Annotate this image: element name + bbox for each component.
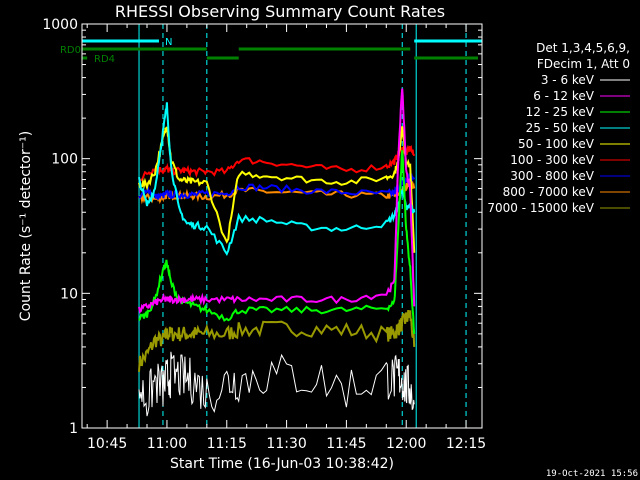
plot-area: N RD0 RD4 <box>60 24 482 428</box>
timestamp: 19-Oct-2021 15:56 <box>546 469 638 479</box>
flag-label-rd0: RD0 <box>60 45 81 56</box>
series-line-2 <box>138 88 416 314</box>
legend-label: 12 - 25 keV <box>526 105 595 119</box>
x-tick-label: 12:15 <box>446 436 486 452</box>
series-line-6 <box>138 144 416 183</box>
chart-title: RHESSI Observing Summary Count Rates <box>115 2 445 21</box>
legend-label: 100 - 300 keV <box>510 153 594 167</box>
legend-label: 25 - 50 keV <box>526 121 595 135</box>
x-axis: 10:45 11:00 11:15 11:30 11:45 12:00 12:15 <box>86 24 486 452</box>
series-line-5 <box>138 126 416 253</box>
x-tick-label: 11:00 <box>147 436 187 452</box>
plot-frame <box>81 23 483 429</box>
y-tick-label: 10 <box>60 286 78 302</box>
legend-label: 6 - 12 keV <box>533 89 595 103</box>
legend-label: 50 - 100 keV <box>518 137 595 151</box>
legend-label: 300 - 800 keV <box>510 169 594 183</box>
x-tick-label: 12:00 <box>386 436 426 452</box>
x-tick-label: 11:45 <box>326 436 366 452</box>
legend: Det 1,3,4,5,6,9, FDecim 1, Att 0 3 - 6 k… <box>487 41 630 215</box>
y-tick-label: 100 <box>51 152 78 168</box>
series-line-9 <box>138 309 416 372</box>
legend-header-line-2: FDecim 1, Att 0 <box>537 57 630 71</box>
legend-label: 3 - 6 keV <box>541 73 595 87</box>
legend-label: 7000 - 15000 keV <box>487 201 594 215</box>
legend-label: 800 - 7000 keV <box>503 185 595 199</box>
y-axis-label: Count Rate (s⁻¹ detector⁻¹) <box>18 131 34 321</box>
series-line-3 <box>138 150 416 334</box>
x-axis-label: Start Time (16-Jun-03 10:38:42) <box>170 456 394 472</box>
y-tick-label: 1 <box>69 421 78 437</box>
y-tick-label: 1000 <box>42 17 78 33</box>
flag-label-n: N <box>165 37 172 48</box>
series-line-1 <box>138 351 415 417</box>
x-tick-label: 11:15 <box>207 436 247 452</box>
y-axis: 1 10 100 1000 <box>42 17 482 437</box>
x-tick-label: 11:30 <box>266 436 306 452</box>
x-tick-label: 10:45 <box>87 436 127 452</box>
legend-header-line-1: Det 1,3,4,5,6,9, <box>536 41 630 55</box>
flag-label-rd4: RD4 <box>94 54 115 65</box>
